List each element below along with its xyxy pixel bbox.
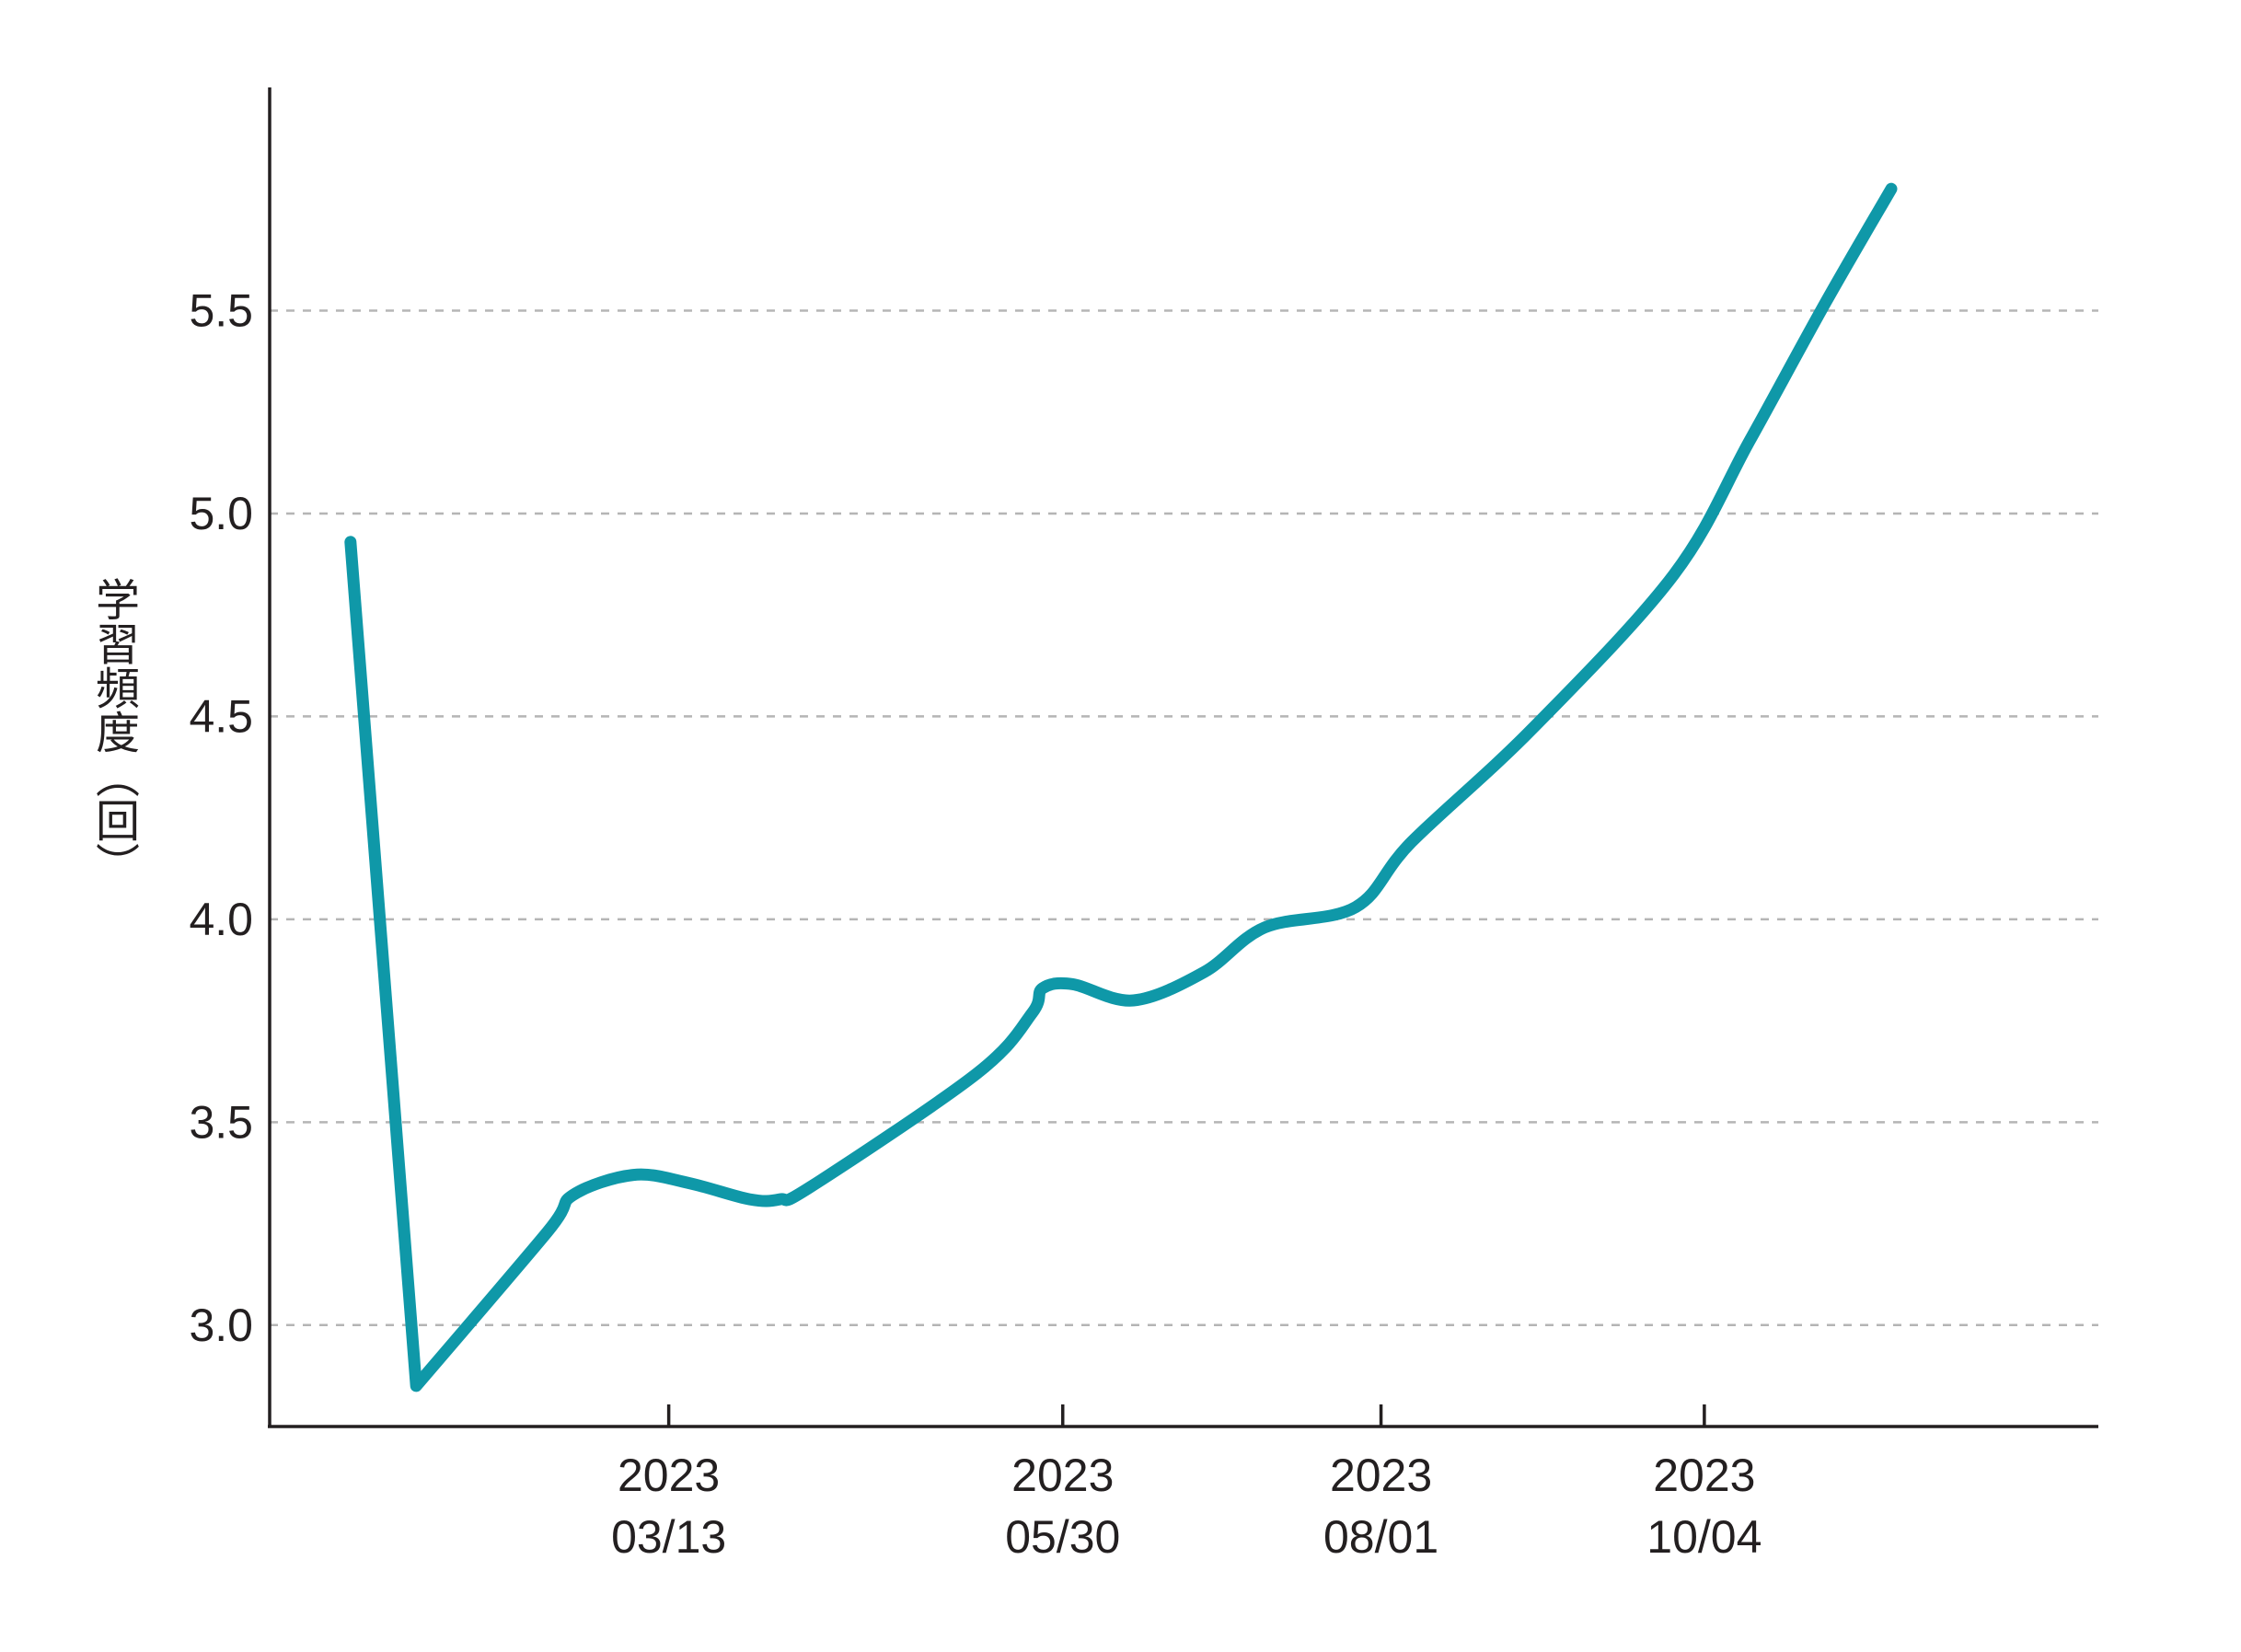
x-tick-label-date: 08/01: [1323, 1511, 1438, 1563]
series-lines: [344, 182, 1898, 1392]
axes: [268, 87, 2098, 1428]
y-tick-label: 3.5: [189, 1096, 253, 1148]
y-axis-label: 学習頻度（回）: [87, 577, 139, 886]
y-tick-label: 4.0: [189, 894, 253, 945]
series-line: [344, 182, 1898, 1392]
x-ticks: 2023 03/13 2023 05/30 2023 08/01 2023 10/04: [611, 1404, 1762, 1563]
y-tick-label: 4.5: [189, 690, 253, 742]
x-tick-label-date: 10/04: [1646, 1511, 1762, 1563]
y-tick-label: 5.0: [189, 488, 253, 539]
x-tick-label-date: 03/13: [611, 1511, 726, 1563]
y-tick-labels: 3.0 3.5 4.0 4.5 5.0 5.5: [189, 285, 253, 1351]
x-tick-label-year: 2023: [1330, 1450, 1432, 1501]
x-tick-label-year: 2023: [1011, 1450, 1114, 1501]
x-tick-label-year: 2023: [1653, 1450, 1755, 1501]
x-tick-label-date: 05/30: [1005, 1511, 1120, 1563]
x-tick-label-year: 2023: [618, 1450, 720, 1501]
gridlines: [270, 309, 2098, 1327]
y-tick-label: 3.0: [189, 1300, 253, 1351]
y-tick-label: 5.5: [189, 285, 253, 337]
